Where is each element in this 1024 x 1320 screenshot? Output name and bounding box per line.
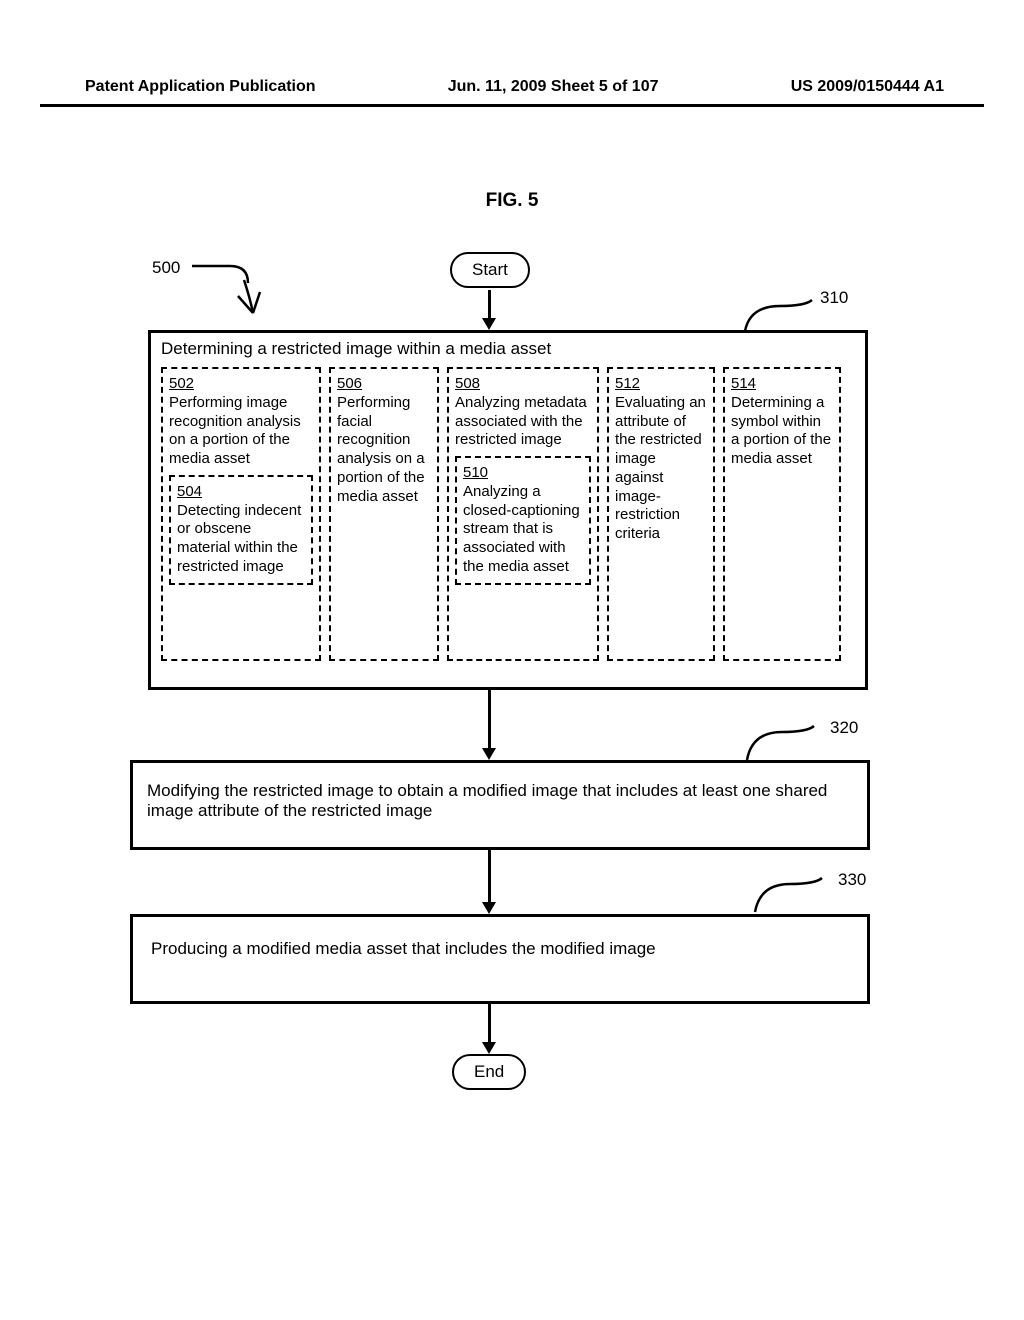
callout-310-label: 310: [820, 288, 848, 308]
callout-320-curve: [742, 722, 822, 762]
sub-512-num: 512: [615, 375, 640, 392]
arrow-310-to-320: [488, 690, 491, 750]
sub-512-text: Evaluating an attribute of the restricte…: [615, 394, 707, 544]
ref-500-arrow: [190, 258, 270, 328]
box-310-subrow: 502 Performing image recognition analysi…: [151, 363, 865, 671]
box-320: Modifying the restricted image to obtain…: [130, 760, 870, 850]
sub-504-num: 504: [177, 483, 202, 500]
header-right: US 2009/0150444 A1: [791, 78, 944, 96]
header-left: Patent Application Publication: [85, 78, 316, 96]
page: Patent Application Publication Jun. 11, …: [0, 0, 1024, 1320]
sub-508-text: Analyzing metadata associated with the r…: [455, 394, 591, 450]
sub-512: 512 Evaluating an attribute of the restr…: [607, 367, 715, 661]
end-terminal: End: [452, 1054, 526, 1090]
sub-506: 506 Performing facial recognition analys…: [329, 367, 439, 661]
start-terminal: Start: [450, 252, 530, 288]
arrowhead-icon: [482, 902, 496, 914]
arrow-320-to-330: [488, 850, 491, 904]
callout-330-label: 330: [838, 870, 866, 890]
callout-310-curve: [740, 298, 820, 333]
sub-506-text: Performing facial recognition analysis o…: [337, 394, 431, 507]
ref-500-label: 500: [152, 258, 180, 278]
box-330: Producing a modified media asset that in…: [130, 914, 870, 1004]
arrowhead-icon: [482, 748, 496, 760]
sub-510-text: Analyzing a closed-captioning stream tha…: [463, 483, 583, 577]
sub-510-num: 510: [463, 464, 488, 481]
arrow-330-to-end: [488, 1004, 491, 1044]
box-310-title: Determining a restricted image within a …: [151, 333, 865, 363]
start-label: Start: [472, 260, 508, 279]
sub-502-num: 502: [169, 375, 194, 392]
header-center: Jun. 11, 2009 Sheet 5 of 107: [448, 78, 659, 96]
arrowhead-icon: [482, 318, 496, 330]
figure-title: FIG. 5: [0, 190, 1024, 212]
sub-504-text: Detecting indecent or obscene material w…: [177, 502, 305, 577]
box-310: Determining a restricted image within a …: [148, 330, 868, 690]
sub-506-num: 506: [337, 375, 362, 392]
sub-508-num: 508: [455, 375, 480, 392]
callout-320-label: 320: [830, 718, 858, 738]
sub-514-text: Determining a symbol within a portion of…: [731, 394, 833, 469]
box-330-text: Producing a modified media asset that in…: [151, 939, 849, 959]
sub-514-num: 514: [731, 375, 756, 392]
arrow-start-to-310: [488, 290, 491, 320]
arrowhead-icon: [482, 1042, 496, 1054]
box-320-text: Modifying the restricted image to obtain…: [147, 781, 853, 821]
sub-514: 514 Determining a symbol within a portio…: [723, 367, 841, 661]
end-label: End: [474, 1062, 504, 1081]
sub-502: 502 Performing image recognition analysi…: [161, 367, 321, 661]
sub-504: 504 Detecting indecent or obscene materi…: [169, 475, 313, 585]
sub-508: 508 Analyzing metadata associated with t…: [447, 367, 599, 661]
page-header: Patent Application Publication Jun. 11, …: [85, 78, 944, 102]
sub-502-text: Performing image recognition analysis on…: [169, 394, 313, 469]
header-rule: [40, 104, 984, 107]
callout-330-curve: [750, 874, 830, 914]
sub-510: 510 Analyzing a closed-captioning stream…: [455, 456, 591, 585]
